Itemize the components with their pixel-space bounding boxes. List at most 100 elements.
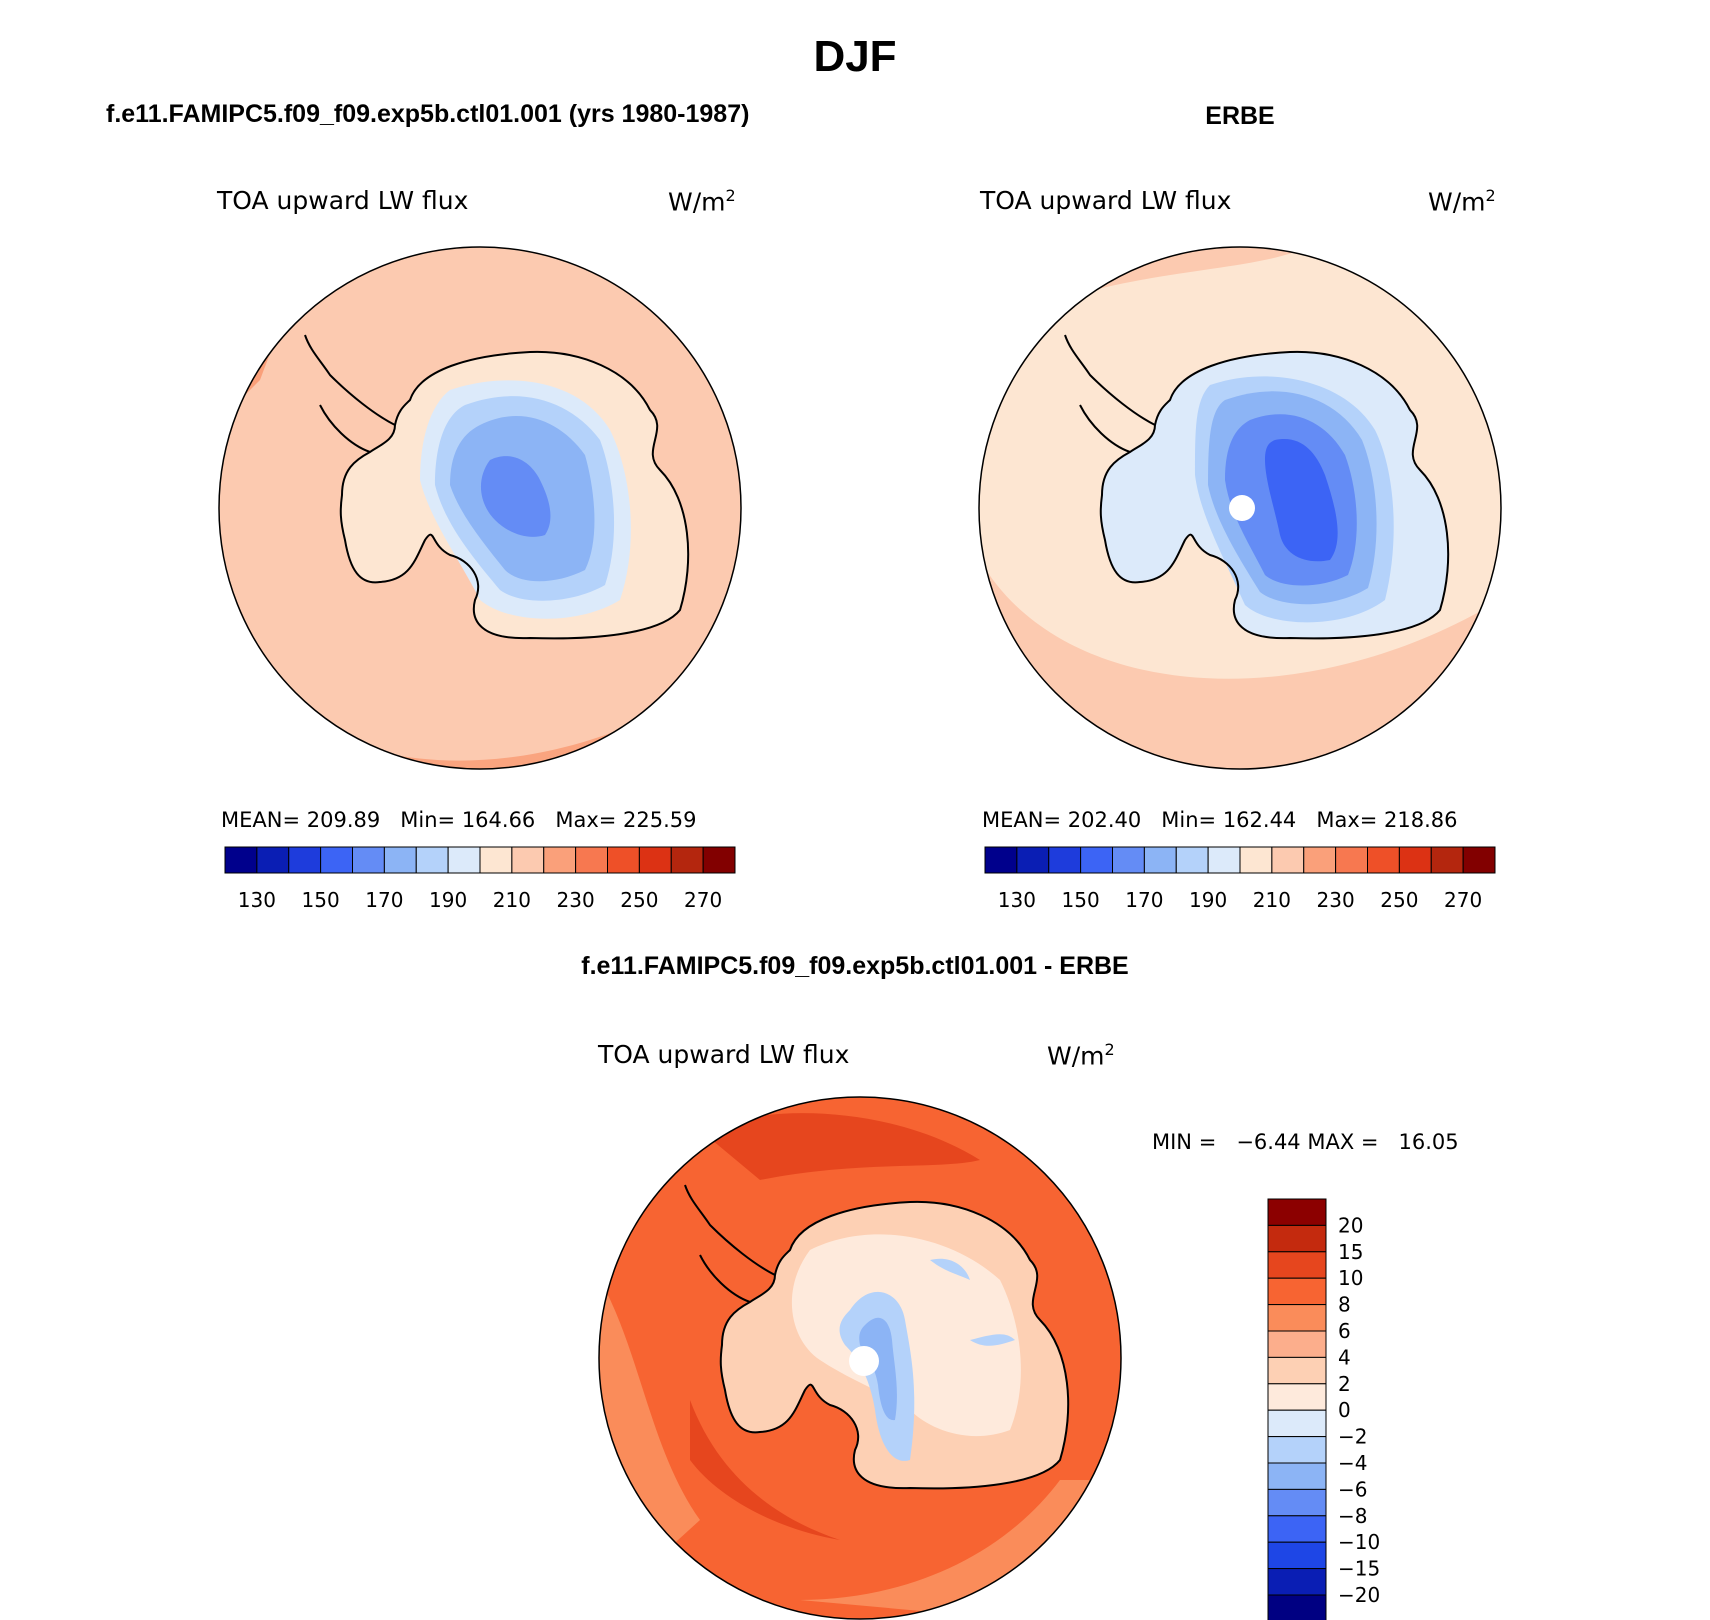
panel-model-stats: MEAN= 209.89 Min= 164.66 Max= 225.59 — [221, 808, 697, 832]
panel-obs-colorbar-swatch — [1143, 846, 1177, 874]
diff-colorbar-swatch — [1267, 1251, 1327, 1279]
panel-model-units: W/m2 — [668, 186, 736, 217]
diff-colorbar-tick-label: 20 — [1338, 1213, 1363, 1237]
diff-colorbar-swatch — [1267, 1356, 1327, 1385]
diff-colorbar-swatch — [1267, 1594, 1327, 1620]
diff-minmax: MIN = −6.44 MAX = 16.05 — [1152, 1130, 1459, 1154]
diff-colorbar-swatch — [1267, 1277, 1327, 1306]
panel-obs-colorbar-tick-label: 270 — [1444, 888, 1482, 912]
panel-model-colorbar-swatch — [447, 846, 481, 874]
diff-colorbar-swatch — [1267, 1198, 1327, 1226]
panel-model-colorbar-swatch — [702, 846, 736, 874]
panel-model-colorbar-tick-label: 270 — [684, 888, 722, 912]
panel-obs-colorbar-tick-label: 170 — [1125, 888, 1163, 912]
diff-colorbar-tick-label: −6 — [1338, 1477, 1367, 1501]
diff-colorbar-tick-label: 0 — [1338, 1398, 1351, 1422]
diff-variable: TOA upward LW flux — [598, 1040, 850, 1069]
diff-colorbar-swatch — [1267, 1541, 1327, 1570]
panel-obs-colorbar-swatch — [1239, 846, 1273, 874]
panel-model-colorbar-swatch — [383, 846, 417, 874]
panel-model-colorbar-swatch — [575, 846, 608, 874]
panel-model-colorbar-swatch — [607, 846, 640, 874]
diff-colorbar-tick-label: −8 — [1338, 1504, 1367, 1528]
panel-model-colorbar-tick-label: 130 — [238, 888, 276, 912]
panel-obs-colorbar-tick-label: 130 — [998, 888, 1036, 912]
panel-obs-colorbar-tick-label: 250 — [1380, 888, 1418, 912]
panel-model-colorbar-tick-label: 250 — [620, 888, 658, 912]
panel-obs-units: W/m2 — [1428, 186, 1496, 217]
panel-obs-colorbar-swatch — [1462, 846, 1496, 874]
panel-obs-colorbar-tick-label: 210 — [1253, 888, 1291, 912]
panel-obs-colorbar-swatch — [1112, 846, 1145, 874]
panel-obs-variable: TOA upward LW flux — [980, 186, 1232, 215]
units-superscript: 2 — [725, 186, 736, 205]
panel-obs-colorbar-swatch — [1175, 846, 1209, 874]
units-superscript: 2 — [1104, 1040, 1115, 1059]
panel-obs-colorbar-swatch — [1271, 846, 1305, 874]
panel-obs-colorbar-swatch — [1303, 846, 1337, 874]
diff-boundary — [598, 1096, 1122, 1620]
diff-colorbar-tick-label: 2 — [1338, 1372, 1351, 1396]
panel-model-colorbar-swatch — [256, 846, 290, 874]
panel-obs-colorbar-swatch — [1367, 846, 1400, 874]
panel-obs-colorbar-swatch — [1430, 846, 1464, 874]
panel-model-colorbar-swatch — [415, 846, 449, 874]
page-title: DJF — [813, 32, 897, 81]
panel-model-colorbar-swatch — [479, 846, 513, 874]
panel-model-colorbar-tick-label: 230 — [557, 888, 595, 912]
panel-model-colorbar-tick-label: 150 — [302, 888, 340, 912]
panel-model-colorbar-tick-label: 210 — [493, 888, 531, 912]
diff-colorbar-swatch — [1267, 1568, 1327, 1596]
panel-model-colorbar-tick-label: 170 — [365, 888, 403, 912]
diff-colorbar-swatch — [1267, 1224, 1327, 1253]
diff-colorbar-tick-label: 4 — [1338, 1345, 1351, 1369]
diff-colorbar-tick-label: −15 — [1338, 1557, 1380, 1581]
panel-obs-colorbar-swatch — [1335, 846, 1368, 874]
panel-model-variable: TOA upward LW flux — [217, 186, 469, 215]
diff-colorbar-tick-label: 15 — [1338, 1240, 1363, 1264]
panel-model-colorbar-swatch — [320, 846, 353, 874]
diff-colorbar-tick-label: 6 — [1338, 1319, 1351, 1343]
diff-colorbar-swatch — [1267, 1488, 1327, 1517]
diff-colorbar-swatch — [1267, 1383, 1327, 1411]
panel-model-colorbar-swatch — [543, 846, 577, 874]
diff-colorbar-swatch — [1267, 1436, 1327, 1464]
diff-colorbar-swatch — [1267, 1515, 1327, 1543]
panel-obs-colorbar-swatch — [1048, 846, 1082, 874]
panel-obs-colorbar-swatch — [1016, 846, 1050, 874]
panel-model-colorbar-swatch — [352, 846, 385, 874]
panel-obs-colorbar-swatch — [1207, 846, 1241, 874]
panel-model-colorbar: 130 150 170 190 210 230 250 270 — [224, 846, 736, 912]
diff-colorbar-swatch — [1267, 1462, 1327, 1490]
panel-obs-boundary — [978, 246, 1502, 770]
panel-obs-colorbar-tick-label: 150 — [1062, 888, 1100, 912]
diff-colorbar-tick-label: −10 — [1338, 1530, 1380, 1554]
panel-model-colorbar-swatch — [670, 846, 704, 874]
diff-colorbar-tick-label: 10 — [1338, 1266, 1363, 1290]
diff-colorbar-tick-label: 8 — [1338, 1293, 1351, 1317]
panel-obs-colorbar-swatch — [1398, 846, 1432, 874]
panel-model-colorbar-swatch — [638, 846, 672, 874]
diff-colorbar-tick-label: −2 — [1338, 1425, 1367, 1449]
panel-model-map — [219, 247, 741, 769]
panel-obs-map — [979, 247, 1501, 769]
panel-obs-colorbar-tick-label: 230 — [1317, 888, 1355, 912]
panel-model-colorbar-swatch — [511, 846, 545, 874]
panel-model-header: f.e11.FAMIPC5.f09_f09.exp5b.ctl01.001 (y… — [106, 100, 750, 128]
panel-obs-colorbar-tick-label: 190 — [1189, 888, 1227, 912]
panel-obs-stats: MEAN= 202.40 Min= 162.44 Max= 218.86 — [982, 808, 1458, 832]
panel-obs-colorbar-swatch — [1080, 846, 1113, 874]
panel-obs-colorbar: 130 150 170 190 210 230 250 270 — [984, 846, 1496, 912]
panel-model-boundary — [218, 246, 742, 770]
diff-colorbar-swatch — [1267, 1409, 1327, 1438]
panel-obs-colorbar-swatch — [984, 846, 1018, 874]
panel-model-colorbar-swatch — [288, 846, 322, 874]
diff-colorbar-swatch — [1267, 1304, 1327, 1332]
diff-colorbar-tick-label: −4 — [1338, 1451, 1367, 1475]
diff-colorbar-swatch — [1267, 1330, 1327, 1358]
diff-units: W/m2 — [1047, 1040, 1115, 1071]
panel-model-colorbar-swatch — [224, 846, 258, 874]
diff-map — [599, 1097, 1121, 1619]
